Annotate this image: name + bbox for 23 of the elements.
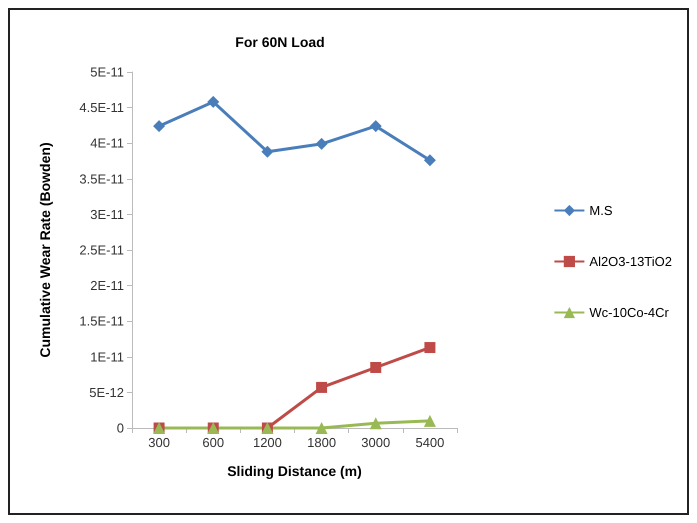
x-tick-label: 300 (148, 435, 170, 450)
y-tick-label: 0 (116, 420, 124, 436)
y-tick-label: 1.5E-11 (79, 314, 124, 329)
legend-label: M.S (589, 203, 613, 218)
x-axis-title: Sliding Distance (m) (227, 463, 362, 479)
y-tick-label: 5E-11 (90, 64, 124, 80)
chart-title: For 60N Load (235, 34, 325, 50)
legend-label: Al2O3-13TiO2 (589, 254, 672, 269)
legend-label: Wc-10Co-4Cr (589, 305, 670, 320)
y-tick-label: 4.5E-11 (79, 100, 124, 116)
x-tick-label: 5400 (415, 435, 444, 450)
y-tick-label: 3.5E-11 (79, 171, 124, 186)
x-tick-label: 3000 (361, 435, 390, 450)
x-tick-label: 600 (202, 435, 224, 450)
y-tick-label: 5E-12 (89, 384, 124, 400)
y-axis-title: Cumulative Wear Rate (Bowden) (37, 142, 53, 358)
x-tick-label: 1200 (252, 435, 282, 450)
x-tick-label: 1800 (307, 435, 336, 450)
y-tick-label: 3E-11 (90, 206, 124, 222)
y-tick-label: 4E-11 (90, 136, 124, 151)
y-tick-label: 1E-11 (90, 349, 124, 364)
y-tick-label: 2.5E-11 (79, 242, 124, 258)
y-tick-label: 2E-11 (90, 278, 124, 294)
